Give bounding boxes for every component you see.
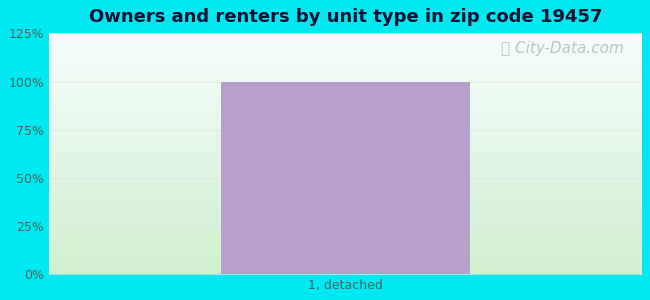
Text: ⓘ City-Data.com: ⓘ City-Data.com [501,41,624,56]
Title: Owners and renters by unit type in zip code 19457: Owners and renters by unit type in zip c… [88,8,602,26]
Bar [221,82,470,274]
